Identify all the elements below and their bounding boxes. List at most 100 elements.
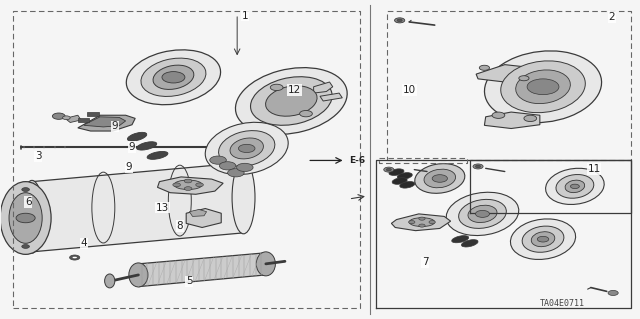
Ellipse shape bbox=[0, 182, 51, 254]
Circle shape bbox=[196, 183, 204, 187]
Circle shape bbox=[300, 110, 312, 117]
Ellipse shape bbox=[545, 168, 604, 204]
Text: 12: 12 bbox=[288, 85, 301, 95]
Ellipse shape bbox=[389, 169, 404, 175]
Polygon shape bbox=[476, 65, 540, 82]
Circle shape bbox=[519, 76, 529, 81]
Text: 4: 4 bbox=[81, 238, 88, 248]
Ellipse shape bbox=[400, 182, 415, 188]
Ellipse shape bbox=[20, 180, 44, 253]
Text: 1: 1 bbox=[241, 11, 248, 21]
Text: 13: 13 bbox=[156, 203, 169, 212]
Ellipse shape bbox=[531, 232, 555, 247]
Polygon shape bbox=[65, 115, 81, 122]
Ellipse shape bbox=[129, 263, 148, 287]
Circle shape bbox=[538, 236, 548, 242]
Ellipse shape bbox=[459, 199, 506, 228]
Circle shape bbox=[70, 255, 80, 260]
Polygon shape bbox=[392, 214, 451, 231]
Polygon shape bbox=[189, 210, 207, 216]
Polygon shape bbox=[484, 112, 540, 129]
Circle shape bbox=[524, 115, 537, 122]
Ellipse shape bbox=[424, 169, 456, 188]
Circle shape bbox=[210, 156, 227, 164]
Ellipse shape bbox=[397, 173, 412, 179]
Circle shape bbox=[527, 79, 559, 95]
Circle shape bbox=[419, 217, 425, 220]
Ellipse shape bbox=[136, 142, 157, 150]
Ellipse shape bbox=[461, 240, 478, 247]
Ellipse shape bbox=[415, 164, 465, 193]
Ellipse shape bbox=[256, 252, 275, 276]
Circle shape bbox=[476, 165, 481, 168]
Polygon shape bbox=[84, 117, 125, 127]
Circle shape bbox=[239, 144, 255, 152]
Circle shape bbox=[419, 224, 425, 227]
Circle shape bbox=[237, 163, 253, 172]
Polygon shape bbox=[314, 82, 333, 93]
Ellipse shape bbox=[230, 138, 264, 159]
Ellipse shape bbox=[556, 174, 594, 198]
Ellipse shape bbox=[147, 152, 168, 159]
Circle shape bbox=[22, 188, 29, 191]
Ellipse shape bbox=[232, 161, 255, 234]
Polygon shape bbox=[157, 177, 223, 194]
Bar bbox=[88, 112, 99, 116]
Ellipse shape bbox=[126, 50, 221, 105]
Circle shape bbox=[397, 19, 402, 22]
Circle shape bbox=[384, 167, 394, 172]
Ellipse shape bbox=[500, 61, 586, 113]
Circle shape bbox=[387, 168, 392, 171]
Text: 7: 7 bbox=[422, 257, 428, 267]
Ellipse shape bbox=[446, 192, 519, 235]
Text: 5: 5 bbox=[186, 276, 193, 286]
Text: 3: 3 bbox=[35, 151, 42, 161]
Circle shape bbox=[570, 184, 579, 189]
Circle shape bbox=[432, 175, 447, 182]
Circle shape bbox=[473, 164, 483, 169]
Text: 2: 2 bbox=[609, 12, 615, 22]
Ellipse shape bbox=[266, 86, 317, 116]
Ellipse shape bbox=[522, 226, 564, 252]
Ellipse shape bbox=[104, 274, 115, 288]
Ellipse shape bbox=[205, 122, 288, 174]
Ellipse shape bbox=[409, 218, 435, 226]
Circle shape bbox=[63, 116, 70, 120]
Circle shape bbox=[270, 84, 283, 91]
Circle shape bbox=[52, 113, 65, 119]
Circle shape bbox=[608, 290, 618, 295]
Polygon shape bbox=[320, 93, 342, 101]
Polygon shape bbox=[78, 115, 135, 131]
Circle shape bbox=[16, 213, 35, 223]
Circle shape bbox=[184, 187, 192, 190]
Circle shape bbox=[479, 65, 490, 70]
Circle shape bbox=[184, 179, 192, 183]
Circle shape bbox=[22, 245, 29, 249]
Text: E-6: E-6 bbox=[349, 156, 365, 165]
Ellipse shape bbox=[236, 68, 347, 134]
Ellipse shape bbox=[250, 77, 332, 125]
Ellipse shape bbox=[141, 58, 206, 96]
Polygon shape bbox=[138, 253, 266, 286]
Text: TA04E0711: TA04E0711 bbox=[540, 299, 585, 308]
Ellipse shape bbox=[511, 219, 575, 259]
Polygon shape bbox=[32, 163, 244, 252]
Text: 11: 11 bbox=[588, 164, 600, 174]
Ellipse shape bbox=[219, 130, 275, 166]
Ellipse shape bbox=[452, 236, 468, 243]
Text: 10: 10 bbox=[403, 85, 416, 95]
Circle shape bbox=[476, 211, 490, 217]
Bar bbox=[78, 118, 90, 122]
Ellipse shape bbox=[468, 205, 497, 223]
Circle shape bbox=[162, 71, 185, 83]
Text: 9: 9 bbox=[129, 142, 135, 152]
Text: 9: 9 bbox=[125, 162, 132, 172]
Text: 8: 8 bbox=[177, 221, 183, 231]
Circle shape bbox=[173, 183, 180, 187]
Ellipse shape bbox=[174, 180, 202, 189]
Ellipse shape bbox=[127, 132, 147, 141]
Ellipse shape bbox=[153, 65, 194, 89]
Circle shape bbox=[429, 220, 435, 224]
Circle shape bbox=[408, 220, 415, 224]
Circle shape bbox=[492, 112, 505, 118]
